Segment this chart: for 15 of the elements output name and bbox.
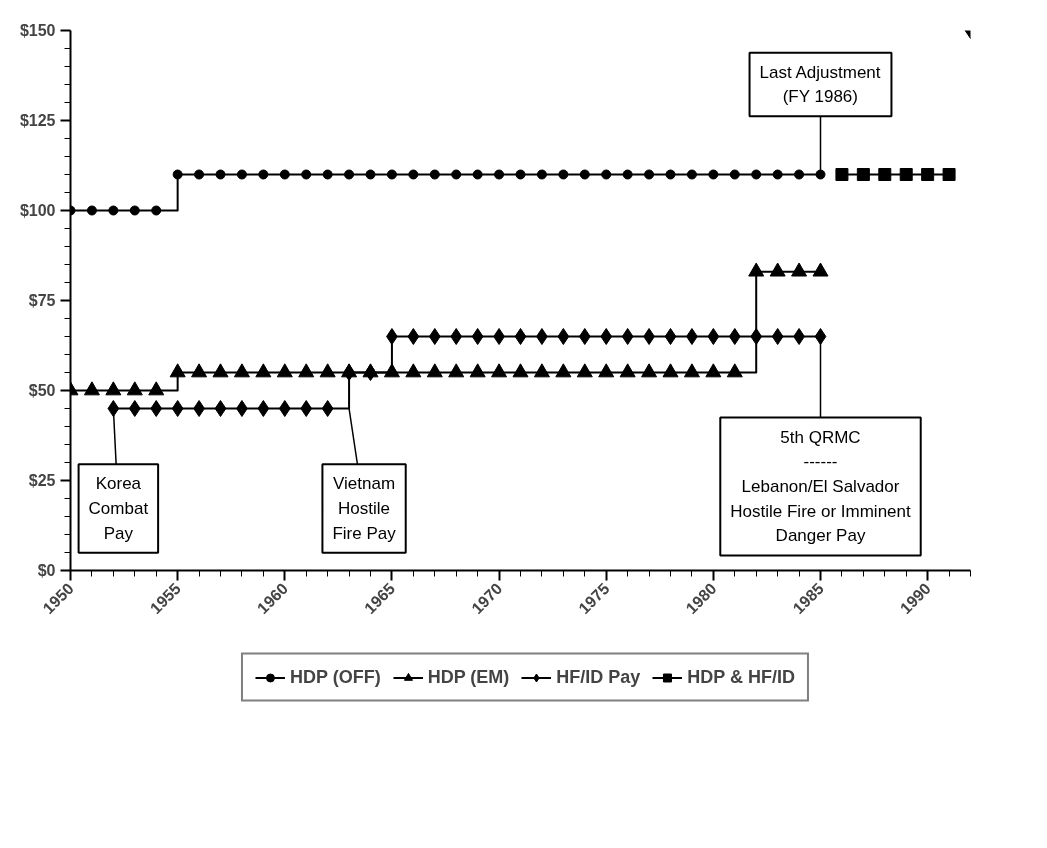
y-tick-label: $0 (37, 562, 56, 579)
legend-label: HDP (OFF) (289, 666, 381, 688)
y-tick-label: $125 (19, 112, 56, 129)
legend-label: HF/ID Pay (556, 666, 641, 688)
y-tick-label: $100 (19, 202, 56, 219)
y-tick-label: $150 (19, 22, 56, 39)
annotation: Korea Combat Pay (88, 474, 149, 543)
annotation: Vietnam Hostile Fire Pay (332, 474, 397, 543)
y-tick-label: $75 (28, 292, 56, 309)
legend-label: HDP (EM) (427, 666, 510, 688)
annotation: 5th QRMC ------ Lebanon/El Salvador Hostile Fire or Imminent Danger Pay (730, 427, 911, 546)
annotation: Last Adjustment (FY 1986) (759, 62, 881, 107)
y-tick-label: $50 (28, 382, 56, 399)
legend-label: HDP & HF/ID (687, 666, 796, 688)
y-tick-label: $25 (28, 472, 56, 489)
